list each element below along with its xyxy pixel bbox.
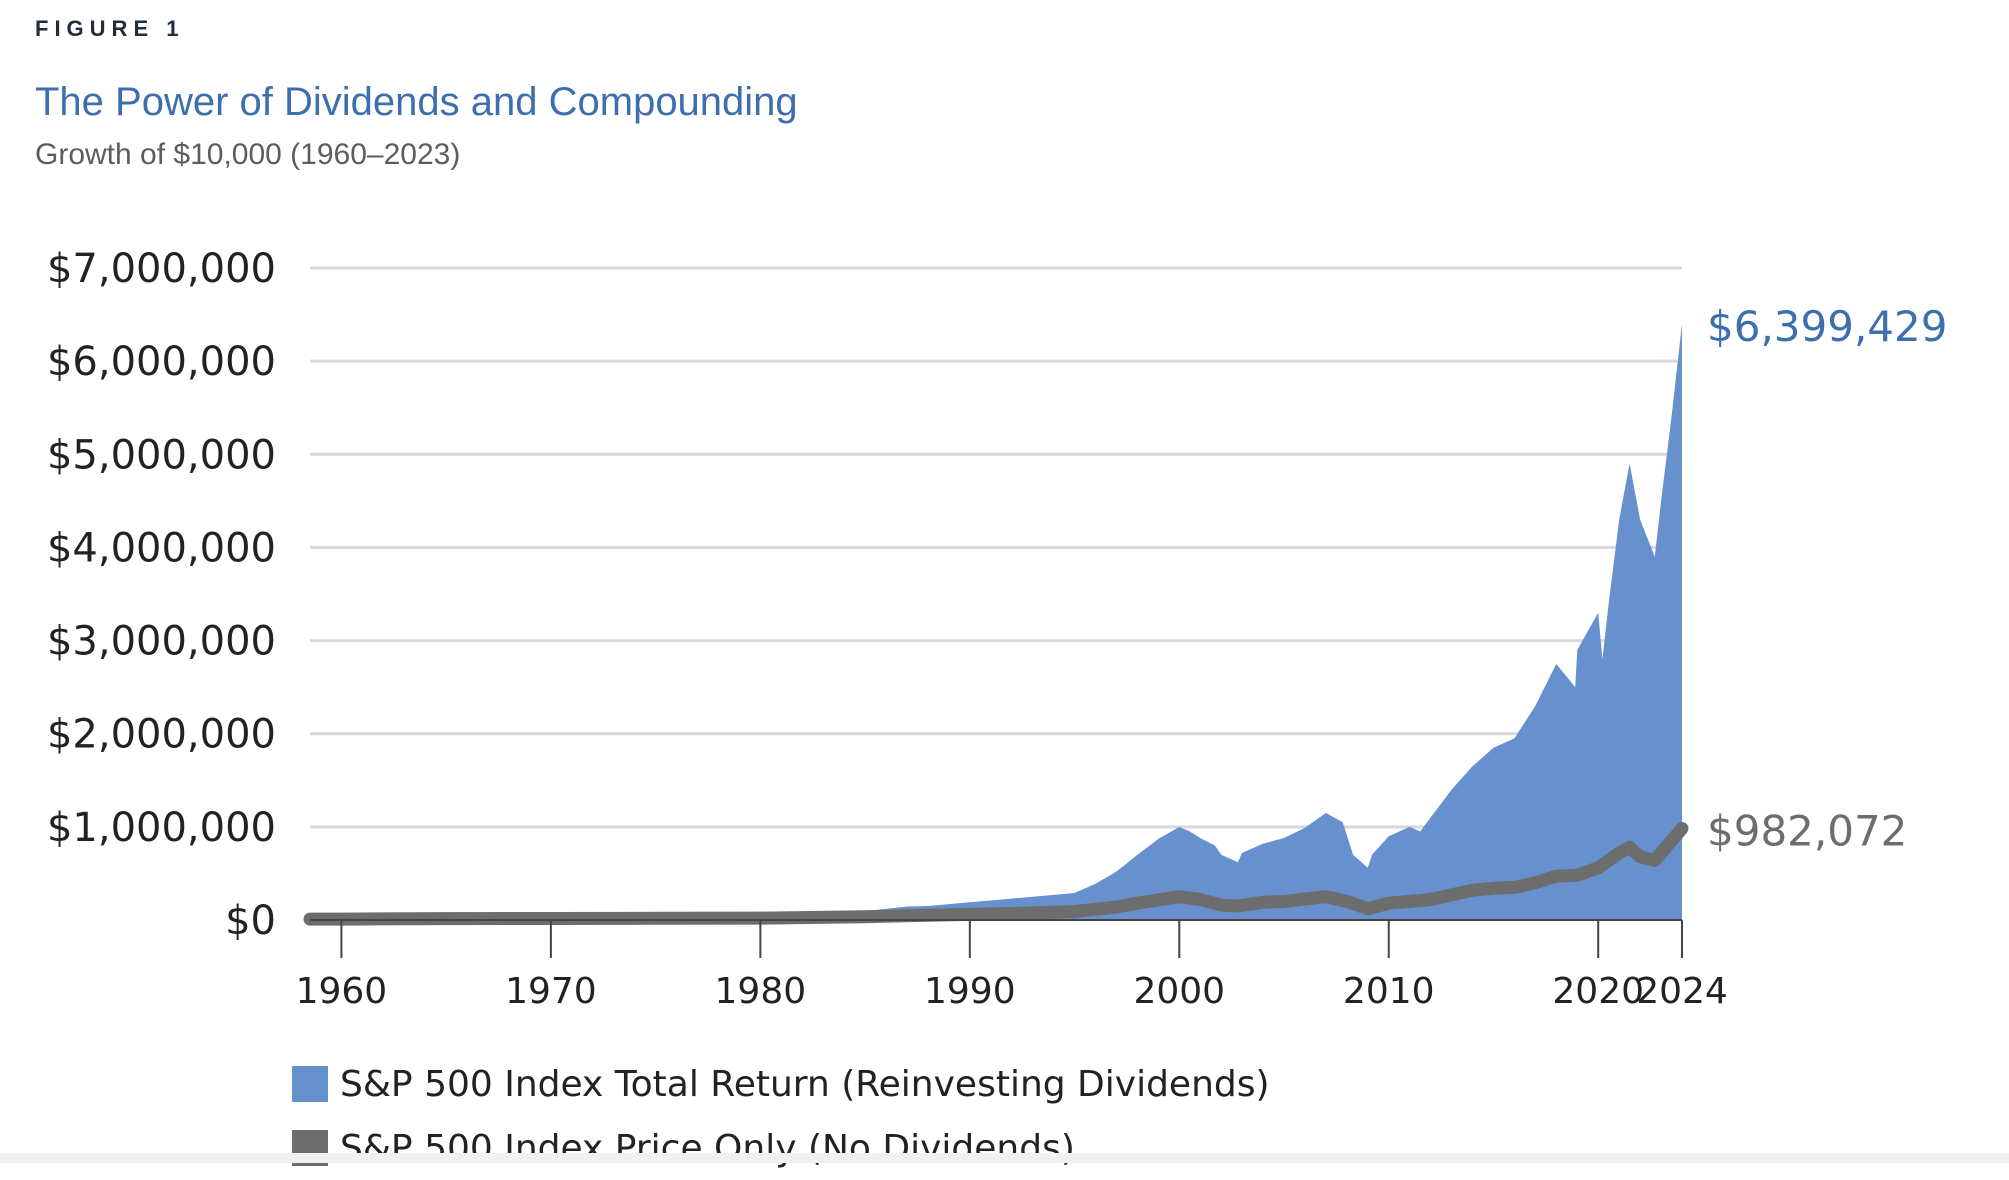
x-tick-label: 2024 (1636, 971, 1728, 1012)
x-tick-label: 1970 (505, 971, 597, 1012)
x-tick-label: 1990 (924, 971, 1016, 1012)
end-labels: $6,399,429 $982,072 (1707, 302, 1947, 856)
x-tick-label: 1980 (715, 971, 807, 1012)
y-axis-ticks: $0 $1,000,000 $2,000,000 $3,000,000 $4,000,0… (47, 246, 276, 944)
end-label-price-only: $982,072 (1707, 807, 1907, 856)
x-tick-label: 2000 (1133, 971, 1225, 1012)
y-tick-label: $7,000,000 (47, 246, 276, 292)
end-label-total-return: $6,399,429 (1707, 302, 1947, 351)
y-tick-label: $1,000,000 (47, 805, 276, 851)
y-tick-label: $0 (225, 898, 276, 944)
chart-subtitle: Growth of $10,000 (1960–2023) (35, 138, 461, 171)
gridlines (310, 266, 1682, 829)
page-bottom-edge (0, 1153, 2009, 1163)
series-area-total-return (310, 323, 1682, 920)
series-line-price-only (303, 822, 1689, 926)
x-tick-label: 1960 (296, 971, 388, 1012)
legend-item-total-return: S&P 500 Index Total Return (Reinvesting … (292, 1052, 1270, 1116)
y-tick-label: $5,000,000 (47, 432, 276, 478)
legend-swatch-total-return (292, 1066, 328, 1102)
legend-item-price-only: S&P 500 Index Price Only (No Dividends) (292, 1116, 1270, 1180)
y-tick-label: $2,000,000 (47, 712, 276, 758)
series-layer (303, 323, 1689, 926)
y-tick-label: $6,000,000 (47, 339, 276, 385)
y-tick-label: $4,000,000 (47, 525, 276, 571)
y-tick-label: $3,000,000 (47, 619, 276, 665)
legend-label-total-return: S&P 500 Index Total Return (Reinvesting … (340, 1063, 1270, 1105)
figure-label: FIGURE 1 (35, 16, 185, 41)
x-tick-label: 2020 (1552, 971, 1644, 1012)
chart-title: The Power of Dividends and Compounding (35, 80, 798, 124)
x-tick-label: 2010 (1343, 971, 1435, 1012)
